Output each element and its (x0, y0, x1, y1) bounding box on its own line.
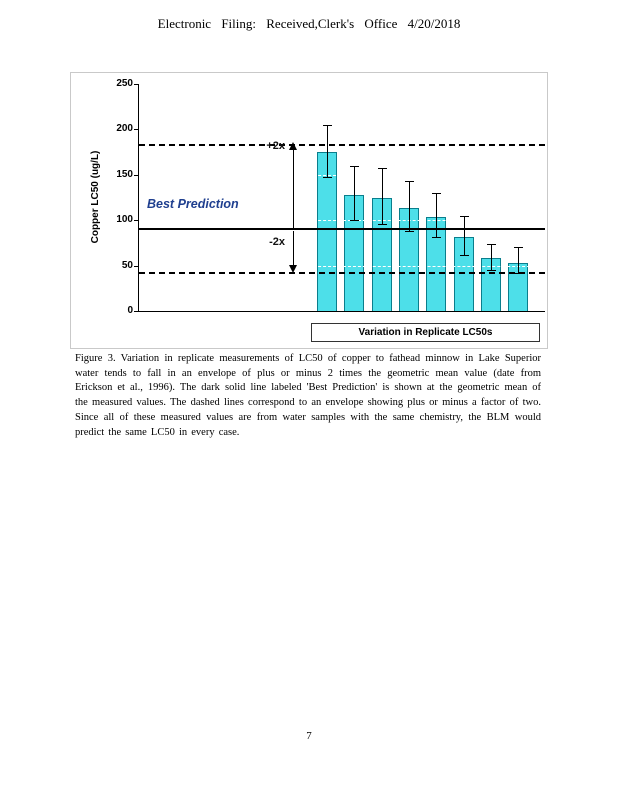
error-bar-cap-bottom (486, 270, 496, 272)
plus-2x-arrowhead-icon (289, 142, 297, 150)
gridline-200 (139, 129, 545, 131)
error-bar-cap-top (514, 247, 524, 249)
error-bar-cap-top (459, 215, 469, 217)
error-bar-cap-bottom (377, 223, 387, 225)
error-bar-cap-top (377, 167, 387, 169)
error-bar-cap-bottom (459, 254, 469, 256)
error-bar-2 (354, 165, 356, 221)
y-tick-label-0: 0 (127, 305, 133, 316)
chart-legend: Variation in Replicate LC50s (311, 323, 540, 342)
best-prediction-label: Best Prediction (147, 197, 239, 211)
legend-label: Variation in Replicate LC50s (358, 327, 493, 338)
error-bar-4 (408, 181, 410, 232)
error-bar-8 (518, 247, 520, 273)
minus-2x-arrow-line (293, 231, 294, 266)
minus-2x-arrowhead-icon (289, 265, 297, 273)
error-bar-cap-bottom (323, 176, 332, 178)
upper-envelope-line (139, 143, 545, 146)
figure-chart: Copper LC50 (ug/L) 0 50 100 150 200 250 +2x -… (70, 72, 548, 349)
error-bar-7 (490, 243, 492, 271)
error-bar-cap-top (404, 181, 414, 183)
gridline-100 (139, 220, 545, 222)
error-bar-cap-bottom (514, 272, 524, 274)
y-axis-title: Copper LC50 (ug/L) (90, 150, 101, 244)
error-bar-cap-bottom (404, 231, 414, 233)
plus-2x-label: +2x (266, 140, 285, 152)
plot-area: +2x -2x Best Prediction (138, 84, 545, 312)
document-header: Electronic Filing: Received,Clerk's Offi… (157, 16, 461, 31)
error-bar-cap-top (432, 192, 442, 194)
plus-2x-arrow-line (293, 150, 294, 229)
error-bar-5 (436, 192, 438, 237)
y-tick-label-250: 250 (116, 78, 133, 89)
figure-caption: Figure 3. Variation in replicate measure… (75, 353, 541, 438)
page-number: 7 (306, 730, 312, 742)
error-bar-6 (463, 215, 465, 255)
gridline-150 (139, 174, 545, 176)
error-bar-cap-top (350, 165, 360, 167)
error-bar-cap-top (486, 243, 496, 245)
lower-envelope-line (139, 271, 545, 274)
error-bar-cap-bottom (350, 220, 360, 222)
minus-2x-label: -2x (269, 236, 285, 248)
error-bar-3 (381, 167, 383, 224)
error-bar-cap-bottom (432, 236, 442, 238)
best-prediction-line (139, 228, 545, 231)
error-bar-cap-top (323, 124, 332, 126)
gridline-50 (139, 265, 545, 267)
error-bar-1 (327, 124, 328, 177)
